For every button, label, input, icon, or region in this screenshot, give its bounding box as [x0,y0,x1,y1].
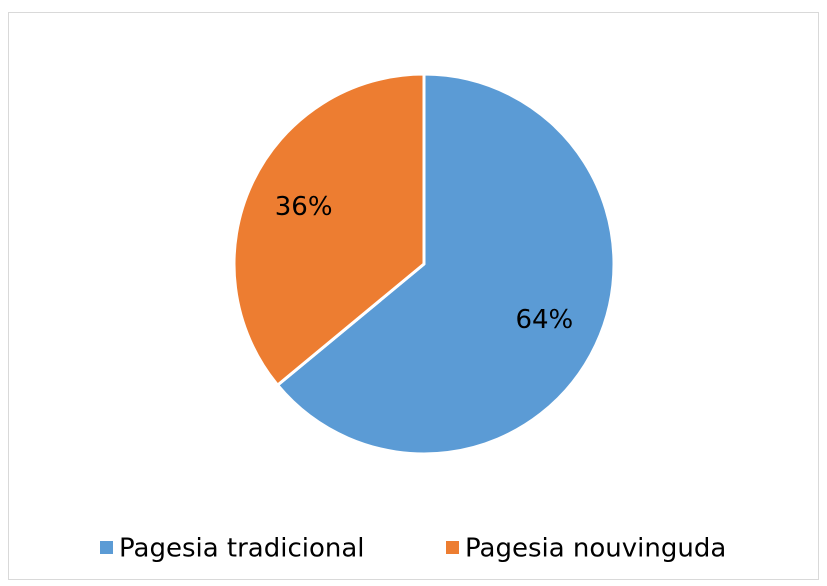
legend-label: Pagesia tradicional [119,534,365,564]
data-label: 64% [515,305,573,335]
data-label: 36% [275,192,333,222]
legend-label: Pagesia nouvinguda [465,534,726,564]
pie-slice [232,72,426,387]
pie-slice [276,72,616,456]
legend-swatch [446,541,459,554]
legend-swatch [100,541,113,554]
